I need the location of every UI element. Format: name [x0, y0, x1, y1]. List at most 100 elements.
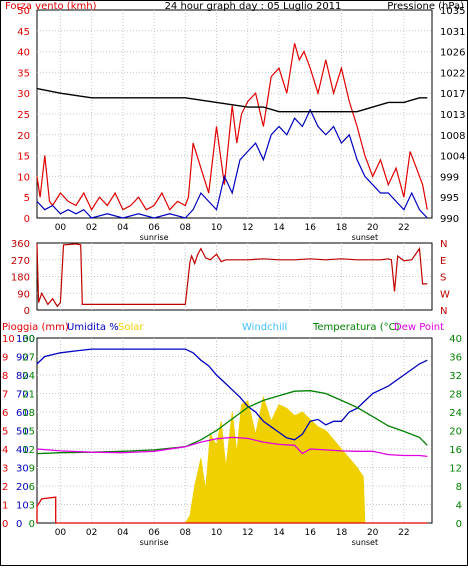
temp-right-y-tick: 40 — [449, 334, 462, 345]
wind-y-tick: 10 — [17, 172, 30, 183]
humidity-y-tick: 40 — [16, 445, 29, 456]
temp-right-y-tick: 36 — [449, 353, 462, 364]
pressure-y-tick: 1022 — [440, 68, 465, 79]
pressure-y-tick: 1031 — [440, 27, 465, 38]
legend-item: Umidita % — [67, 322, 119, 333]
direction-compass-label: E — [440, 256, 446, 267]
humidity-y-tick: 0 — [16, 519, 22, 530]
legend-item: Dew Point — [394, 322, 444, 333]
humidity-y-tick: 10 — [16, 501, 29, 512]
chart-title: 24 hour graph day : 05 Luglio 2011 — [165, 1, 342, 12]
temp-left-y-tick: 27 — [22, 353, 35, 364]
sunset-label: sunset — [352, 538, 379, 547]
x-tick-label: 20 — [367, 528, 379, 538]
direction-compass-label: S — [440, 273, 446, 284]
rain-y-tick: 1 — [2, 501, 8, 512]
wind-y-tick: 45 — [17, 27, 30, 38]
x-tick-label: 02 — [86, 528, 97, 538]
wind-y-tick: 30 — [17, 89, 30, 100]
direction-plot-area — [36, 242, 433, 311]
pressure-axis-title: Pressione (hPa) — [387, 1, 464, 12]
rain-y-tick: 4 — [2, 445, 8, 456]
pressure-y-tick: 995 — [440, 193, 459, 204]
x-tick-label: 12 — [242, 528, 253, 538]
pressure-y-tick: 990 — [440, 214, 459, 225]
wind-y-tick: 0 — [24, 214, 30, 225]
temp-right-y-tick: 28 — [449, 390, 462, 401]
temp-right-y-tick: 16 — [449, 445, 462, 456]
rain-y-tick: 6 — [2, 408, 8, 419]
x-tick-label: 04 — [117, 223, 129, 233]
wind-plot-area — [36, 9, 433, 219]
temp-right-y-tick: 32 — [449, 371, 462, 382]
pressure-y-tick: 1017 — [440, 89, 465, 100]
series-dew-point — [36, 436, 428, 458]
x-tick-label: 08 — [180, 528, 192, 538]
pressure-y-tick: 1008 — [440, 131, 465, 142]
direction-compass-label: N — [440, 306, 447, 317]
series-pioggia--mm- — [36, 496, 428, 524]
temp-left-y-tick: 21 — [22, 390, 35, 401]
rain-y-tick: 7 — [2, 390, 8, 401]
x-tick-label: 22 — [398, 223, 409, 233]
x-tick-label: 00 — [55, 528, 67, 538]
humidity-y-tick: 70 — [16, 390, 29, 401]
direction-y-tick: 270 — [11, 256, 30, 267]
temp-left-y-tick: 3 — [29, 501, 35, 512]
humidity-y-tick: 50 — [16, 427, 29, 438]
pressure-y-tick: 1035 — [440, 6, 465, 17]
series-gust — [36, 43, 428, 211]
x-tick-label: 08 — [180, 223, 192, 233]
series-temperatura---c- — [36, 390, 428, 455]
sunrise-label: sunrise — [140, 538, 169, 547]
rain-y-tick: 5 — [2, 427, 8, 438]
wind-y-tick: 5 — [24, 193, 30, 204]
series-umidita-- — [36, 348, 428, 441]
temp-left-y-tick: 15 — [22, 427, 35, 438]
rain-y-tick: 8 — [2, 371, 8, 382]
temp-left-y-tick: 18 — [22, 408, 35, 419]
sunset-label: sunset — [352, 233, 379, 242]
rain-y-tick: 0 — [2, 519, 8, 530]
temp-right-y-tick: 12 — [449, 464, 462, 475]
temp-right-y-tick: 0 — [456, 519, 462, 530]
x-tick-label: 00 — [55, 223, 67, 233]
direction-y-tick: 0 — [24, 306, 30, 317]
direction-y-tick: 360 — [11, 239, 30, 250]
rain-y-tick: 10 — [2, 334, 15, 345]
temp-left-y-tick: 9 — [29, 464, 35, 475]
pressure-y-tick: 999 — [440, 172, 459, 183]
humidity-y-tick: 100 — [16, 334, 35, 345]
temp-left-y-tick: 30 — [22, 334, 35, 345]
series-speed — [36, 108, 428, 219]
x-tick-label: 10 — [211, 528, 223, 538]
humidity-y-tick: 60 — [16, 408, 29, 419]
temp-right-y-tick: 24 — [449, 408, 462, 419]
direction-compass-label: W — [440, 289, 450, 300]
pressure-y-tick: 1013 — [440, 110, 465, 121]
x-tick-label: 22 — [398, 528, 409, 538]
x-tick-label: 18 — [336, 223, 348, 233]
temp-left-y-tick: 24 — [22, 371, 35, 382]
x-tick-label: 10 — [211, 223, 223, 233]
wind-axis-title: Forza vento (kmh) — [5, 1, 97, 12]
direction-y-tick: 90 — [17, 289, 30, 300]
x-tick-label: 18 — [336, 528, 348, 538]
legend-item: Pioggia (mm) — [2, 322, 69, 333]
x-tick-label: 06 — [148, 528, 160, 538]
direction-y-tick: 180 — [11, 273, 30, 284]
pressure-y-tick: 1026 — [440, 48, 465, 59]
wind-y-tick: 40 — [17, 48, 30, 59]
humidity-y-tick: 90 — [16, 353, 29, 364]
x-tick-label: 02 — [86, 223, 97, 233]
x-tick-label: 12 — [242, 223, 253, 233]
temp-left-y-tick: 6 — [29, 482, 35, 493]
temp-left-y-tick: 0 — [29, 519, 35, 530]
wind-y-tick: 15 — [17, 152, 30, 163]
x-tick-label: 06 — [148, 223, 160, 233]
sunrise-label: sunrise — [140, 233, 169, 242]
legend-item: Solar — [118, 322, 144, 333]
wind-y-tick: 50 — [17, 6, 30, 17]
